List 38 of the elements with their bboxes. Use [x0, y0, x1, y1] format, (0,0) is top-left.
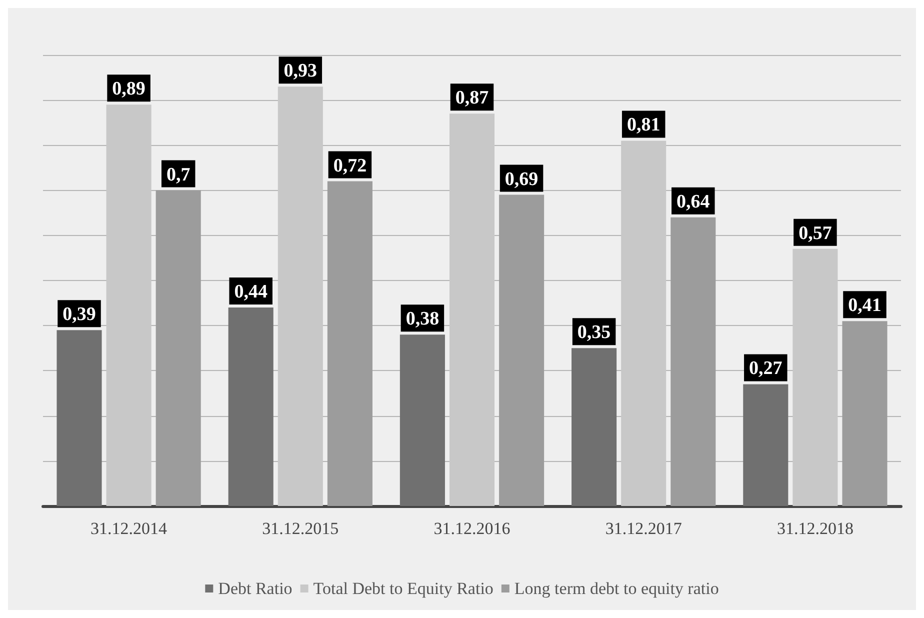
- data-label: 0,27: [749, 358, 783, 380]
- data-label: 0,44: [234, 282, 268, 303]
- legend-label: Long term debt to equity ratio: [514, 579, 719, 598]
- legend-label: Debt Ratio: [218, 579, 292, 598]
- data-label: 0,87: [455, 88, 490, 109]
- data-label: 0,64: [676, 191, 710, 212]
- bar: [670, 217, 716, 506]
- bar: [156, 190, 201, 506]
- data-label: 0,41: [848, 295, 882, 316]
- bar: [842, 321, 888, 506]
- legend-label: Total Debt to Equity Ratio: [313, 579, 494, 598]
- x-tick-label: 31.12.2018: [776, 519, 854, 538]
- bar: [400, 334, 445, 506]
- bar: [56, 330, 102, 506]
- x-tick-label: 31.12.2014: [90, 519, 168, 538]
- x-tick-label: 31.12.2017: [605, 519, 682, 538]
- x-tick-label: 31.12.2015: [262, 519, 339, 538]
- data-label: 0,38: [406, 308, 440, 330]
- bar: [792, 248, 838, 506]
- data-label: 0,81: [626, 114, 660, 136]
- bar: [499, 194, 544, 506]
- bar: [621, 140, 666, 506]
- data-label: 0,93: [284, 60, 318, 82]
- bar: [327, 181, 372, 506]
- bar: [449, 114, 495, 506]
- data-label: 0,69: [504, 168, 538, 190]
- bar: [572, 348, 617, 506]
- data-label: 0,57: [798, 222, 832, 244]
- data-label: 0,89: [112, 78, 146, 100]
- bar: [743, 384, 788, 506]
- bar: [278, 86, 323, 506]
- data-label: 0,72: [333, 155, 367, 176]
- data-label: 0,7: [166, 164, 191, 186]
- bar: [228, 308, 274, 506]
- data-label: 0,35: [577, 322, 611, 344]
- bar: [106, 104, 152, 506]
- x-tick-label: 31.12.2016: [434, 519, 510, 538]
- data-label: 0,39: [62, 304, 96, 326]
